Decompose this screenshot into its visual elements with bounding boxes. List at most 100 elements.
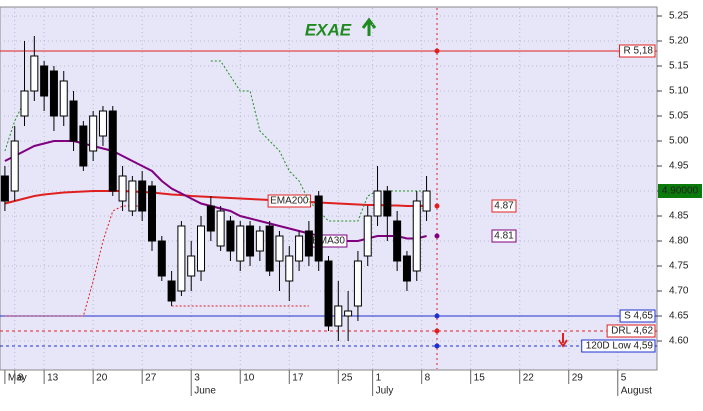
x-tick-label: 8: [18, 373, 24, 384]
candle-body: [10, 140, 19, 192]
candle-body: [383, 190, 392, 217]
candle-body: [412, 200, 421, 272]
level-label-box: [619, 44, 656, 58]
candle-body: [49, 70, 58, 117]
candle-body: [393, 220, 402, 262]
x-tick-label: 20: [96, 373, 108, 384]
y-tick-label: 5.25: [669, 11, 689, 22]
candle-body: [334, 305, 343, 327]
candle-body: [98, 110, 107, 137]
x-tick-label: 27: [145, 373, 157, 384]
candle-body: [79, 125, 88, 167]
overlay-name: EMA30: [312, 236, 345, 247]
candle-body: [422, 190, 431, 212]
candle-body: [40, 65, 49, 97]
x-tick-label: 22: [523, 373, 535, 384]
candle-body: [167, 280, 176, 302]
x-tick-label: 8: [425, 373, 431, 384]
level-label-box: [606, 324, 656, 338]
overlay-name-box: [267, 194, 311, 208]
candle-body: [236, 225, 245, 262]
overlay-value-box: [491, 199, 517, 213]
candle-body: [147, 185, 156, 242]
candle-body: [295, 235, 304, 262]
level-label-box: [619, 309, 656, 323]
candle-body: [30, 55, 39, 92]
candle-body: [324, 260, 333, 327]
y-tick-label: 5.15: [669, 61, 689, 72]
y-tick-label: 4.75: [669, 261, 689, 272]
x-tick-label: 15: [474, 373, 486, 384]
candle-body: [108, 110, 117, 192]
y-tick-label: 4.60: [669, 336, 689, 347]
x-tick-label: 29: [572, 373, 584, 384]
candle-body: [304, 230, 313, 257]
candle-body: [314, 195, 323, 262]
candle-body: [187, 255, 196, 277]
candle-body: [157, 240, 166, 277]
overlay-value: 4.81: [494, 231, 514, 242]
candle-body: [255, 230, 264, 252]
x-tick-label: 5: [621, 373, 627, 384]
overlay-name: EMA200: [270, 196, 309, 207]
candle-body: [216, 210, 225, 247]
overlay-value-box: [491, 229, 517, 243]
level-dot: [434, 313, 440, 319]
candle-body: [20, 90, 29, 117]
candle-body: [0, 175, 9, 202]
level-dot: [434, 328, 440, 334]
x-tick-label: 13: [47, 373, 59, 384]
level-label: DRL 4,62: [611, 326, 653, 337]
candle-body: [89, 115, 98, 152]
y-tick-label: 5.10: [669, 86, 689, 97]
chart-title: EXAE: [305, 20, 352, 39]
candle-body: [177, 225, 186, 292]
candle-body: [353, 260, 362, 307]
month-label: June: [194, 386, 216, 397]
down-arrow-icon: [558, 333, 568, 348]
candle-body: [275, 235, 284, 262]
candle-body: [69, 100, 78, 142]
overlay-dot: [434, 233, 440, 239]
candle-body: [402, 255, 411, 282]
overlay-dot: [434, 203, 440, 209]
x-tick-label: 25: [341, 373, 353, 384]
level-dot: [434, 48, 440, 54]
candle-body: [138, 180, 147, 212]
x-tick-label: May: [8, 373, 27, 384]
candle-body: [265, 225, 274, 272]
y-tick-label: 5.20: [669, 36, 689, 47]
level-label-box: [581, 339, 656, 353]
candle-body: [128, 180, 137, 212]
candle-body: [285, 255, 294, 282]
last-price-label: 4.90000: [662, 186, 699, 197]
x-tick-label: 1: [376, 373, 382, 384]
candle-body: [246, 225, 255, 257]
candle-body: [118, 175, 127, 202]
x-tick-label: 10: [243, 373, 255, 384]
candle-body: [373, 190, 382, 217]
level-label: S 4,65: [624, 311, 653, 322]
up-arrow-icon: [361, 17, 377, 36]
y-tick-label: 4.95: [669, 161, 689, 172]
month-label: August: [621, 386, 652, 397]
candle-body: [344, 310, 353, 317]
candle-body: [363, 215, 372, 257]
x-tick-label: 3: [194, 373, 200, 384]
level-dot: [434, 343, 440, 349]
x-tick-label: 17: [292, 373, 304, 384]
candle-body: [197, 225, 206, 272]
overlay-line: [4, 205, 309, 317]
candle-body: [59, 80, 68, 117]
last-price-box: [658, 184, 702, 198]
y-tick-label: 5.00: [669, 136, 689, 147]
level-label: R 5,18: [624, 46, 654, 57]
level-label: 120D Low 4,59: [586, 341, 654, 352]
y-tick-label: 4.65: [669, 311, 689, 322]
overlay-value: 4.87: [494, 201, 514, 212]
candle-body: [226, 220, 235, 252]
y-tick-label: 4.80: [669, 236, 689, 247]
y-tick-label: 4.70: [669, 286, 689, 297]
